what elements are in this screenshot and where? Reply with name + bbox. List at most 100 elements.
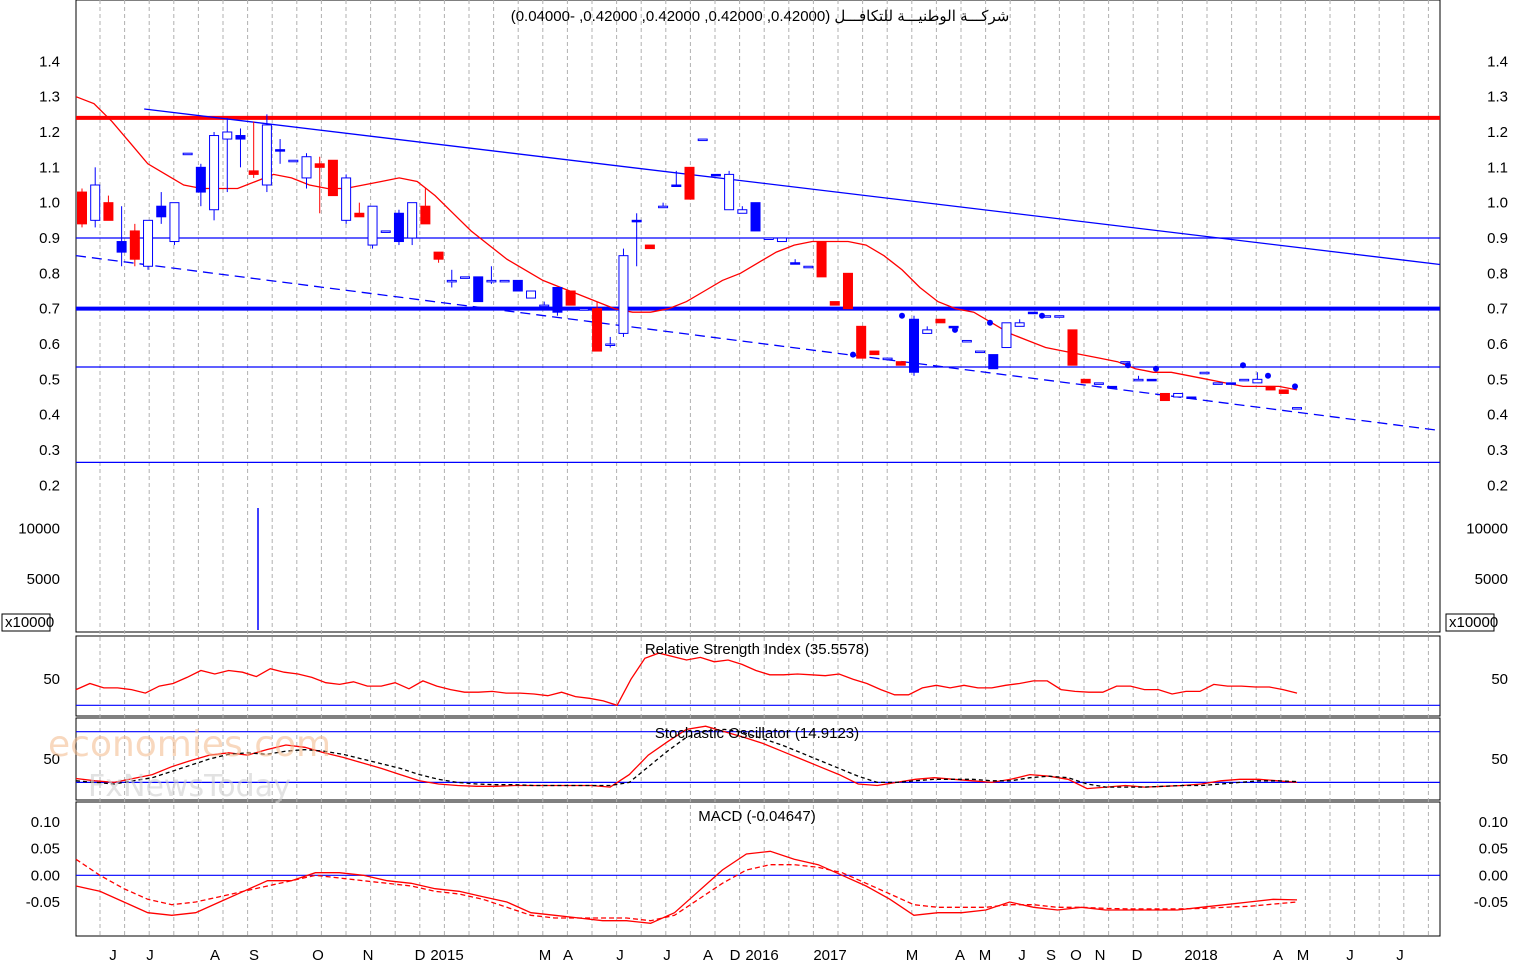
macd-tick-label-right: -0.05 xyxy=(1474,894,1508,911)
x-tick-label: J xyxy=(1396,947,1404,964)
macd-tick-label-right: 0.05 xyxy=(1479,841,1508,858)
trendline xyxy=(75,255,1441,432)
x-tick-label: 2018 xyxy=(1184,947,1217,964)
x-tick-label: M xyxy=(1297,947,1310,964)
candle-body xyxy=(499,279,510,283)
candle-body xyxy=(169,202,180,243)
signal-dot xyxy=(850,351,856,358)
price-tick-label-left: 1.4 xyxy=(39,53,60,70)
candle-body xyxy=(842,272,853,310)
x-tick-label: S xyxy=(1046,947,1056,964)
candle-body xyxy=(486,279,497,283)
candle-body xyxy=(750,202,761,232)
candle-body xyxy=(393,212,404,243)
x-tick-label: O xyxy=(1070,947,1082,964)
candle-body xyxy=(658,205,669,209)
x-tick-label: M xyxy=(906,947,919,964)
candle-body xyxy=(314,163,325,168)
candle-body xyxy=(1133,378,1144,382)
x-tick-label: A xyxy=(955,947,965,964)
panel-frame xyxy=(75,635,1441,717)
candle-body xyxy=(526,290,537,299)
candle-body xyxy=(103,202,114,221)
candle-body xyxy=(182,152,193,156)
candle-body xyxy=(961,339,972,343)
price-tick-label-right: 0.5 xyxy=(1487,371,1508,388)
candle-body xyxy=(367,205,378,246)
candle-body xyxy=(578,308,589,311)
price-tick-label-right: 0.2 xyxy=(1487,477,1508,494)
price-tick-label-right: 1.0 xyxy=(1487,195,1508,212)
candle-body xyxy=(77,191,87,225)
candle-body xyxy=(1120,361,1131,364)
macd-tick-label-right: 0.10 xyxy=(1479,814,1508,831)
candle-body xyxy=(790,262,801,265)
x-tick-label: N xyxy=(363,947,374,964)
candle-body xyxy=(1093,382,1104,385)
candle-body xyxy=(1265,385,1276,391)
chart-title: شركـــة الوطنيـــة للتكافـــل (0.42000, … xyxy=(511,8,1010,25)
candle-body xyxy=(354,212,365,218)
candle-body xyxy=(618,255,629,334)
candle-body xyxy=(869,350,880,356)
price-tick-label-left: 1.1 xyxy=(39,159,60,176)
candle-body xyxy=(407,202,418,239)
candle-body xyxy=(829,301,840,306)
candle-body xyxy=(459,276,470,279)
x-tick-label: S xyxy=(249,947,259,964)
candle-body xyxy=(935,318,946,324)
candle-body xyxy=(605,343,616,346)
signal-dot xyxy=(1039,312,1045,319)
candle-body xyxy=(882,357,893,361)
x-tick-label: J xyxy=(1018,947,1026,964)
signal-dot xyxy=(1240,362,1246,369)
candle-body xyxy=(1292,407,1302,410)
candle-body xyxy=(684,166,695,200)
x-tick-label: D xyxy=(730,947,741,964)
price-tick-label-left: 0.7 xyxy=(39,301,60,318)
trendline xyxy=(144,108,1441,266)
macd-tick-label-left: 0.05 xyxy=(31,841,60,858)
candle-body xyxy=(975,350,986,354)
candle-body xyxy=(156,205,167,218)
moving-average-line xyxy=(75,96,1298,391)
candle-body xyxy=(895,361,906,366)
rsi-tick-label-right: 50 xyxy=(1491,671,1508,688)
volume-multiplier-box xyxy=(1445,613,1495,632)
candle-body xyxy=(909,318,920,373)
candle-body xyxy=(724,173,735,211)
price-tick-label-right: 0.3 xyxy=(1487,442,1508,459)
watermark-logo: economies.com xyxy=(48,724,331,765)
x-tick-label: 2015 xyxy=(430,947,463,964)
volume-tick-label-left: 5000 xyxy=(27,571,60,588)
candle-body xyxy=(1212,382,1223,385)
x-tick-label: J xyxy=(109,947,117,964)
stochastic-title: Stochastic Oscillator (14.9123) xyxy=(655,725,859,742)
macd-tick-label-left: 0.10 xyxy=(31,814,60,831)
volume-multiplier-label: x10000 xyxy=(1449,614,1498,631)
x-tick-label: N xyxy=(1095,947,1106,964)
signal-dot xyxy=(1292,383,1298,390)
candle-body xyxy=(1027,311,1038,315)
candle-body xyxy=(327,159,338,197)
price-tick-label-left: 1.0 xyxy=(39,195,60,212)
price-tick-label-left: 1.2 xyxy=(39,124,60,141)
candle-body xyxy=(275,149,286,152)
candle-body xyxy=(129,230,140,260)
x-tick-label: M xyxy=(539,947,552,964)
candle-body xyxy=(116,241,127,253)
price-tick-label-left: 0.6 xyxy=(39,336,60,353)
price-tick-label-left: 0.9 xyxy=(39,230,60,247)
candle-body xyxy=(1159,392,1170,402)
price-tick-label-right: 1.3 xyxy=(1487,89,1508,106)
volume-tick-label-left: 10000 xyxy=(18,520,60,537)
candle-body xyxy=(776,237,787,243)
x-tick-label: A xyxy=(210,947,220,964)
candle-body xyxy=(856,325,867,359)
candle-body xyxy=(301,156,312,179)
signal-dot xyxy=(1153,365,1159,372)
candle-body xyxy=(1001,322,1012,349)
candle-body xyxy=(1278,389,1289,394)
signal-dot xyxy=(987,319,993,326)
